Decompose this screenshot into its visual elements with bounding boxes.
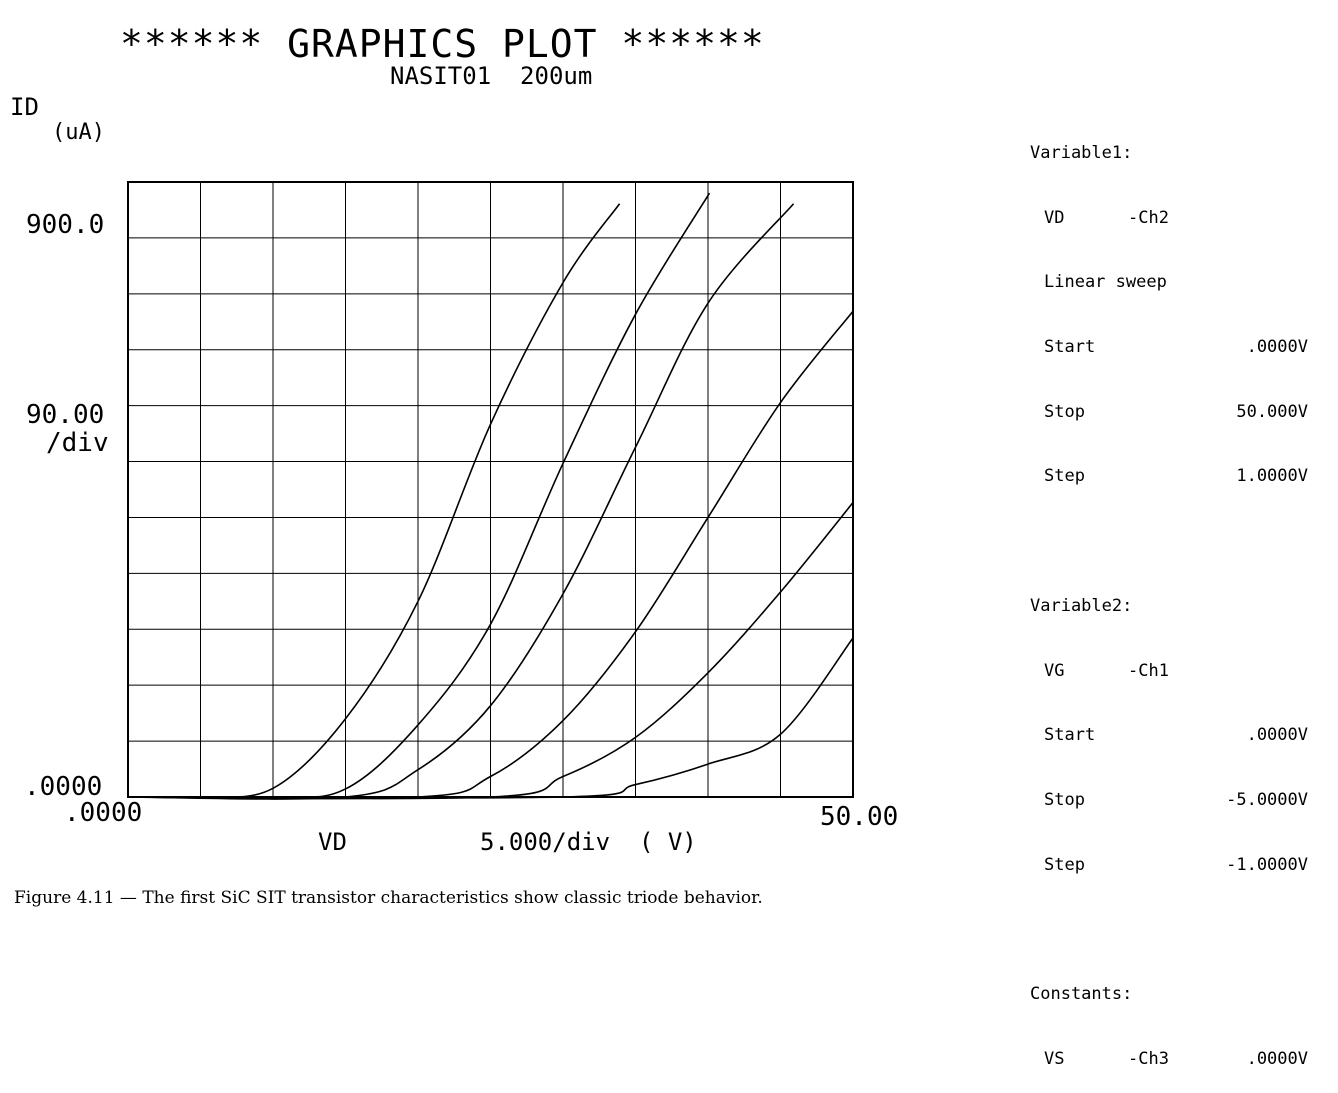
var1-start-value: .0000V xyxy=(1246,337,1308,358)
grid xyxy=(128,182,853,797)
curve-2 xyxy=(127,192,711,799)
y-tick-bottom: .0000 xyxy=(24,772,103,802)
sweep-settings-panel: Variable1: VD -Ch2 Linear sweep Start .000… xyxy=(1030,103,1320,1093)
var1-step-value: 1.0000V xyxy=(1236,466,1308,487)
chart-subtitle: NASIT01 200um xyxy=(390,62,593,90)
curves xyxy=(127,192,854,800)
var2-step-label: Step xyxy=(1044,854,1085,875)
var1-heading: Variable1: xyxy=(1030,143,1133,163)
chart-title: ****** GRAPHICS PLOT ****** xyxy=(120,22,765,66)
y-axis-unit: (uA) xyxy=(52,120,105,145)
var2-heading: Variable2: xyxy=(1030,595,1133,616)
var1-mode: Linear sweep xyxy=(1044,272,1167,293)
const-value: .0000V xyxy=(1246,1048,1308,1069)
x-tick-right: 50.00 xyxy=(820,802,899,832)
var1-stop-label: Stop xyxy=(1044,401,1085,422)
var2-stop-value: -5.0000V xyxy=(1226,789,1308,810)
var1-step-label: Step xyxy=(1044,466,1085,487)
x-tick-left: .0000 xyxy=(64,798,143,828)
var2-step-value: -1.0000V xyxy=(1226,854,1308,875)
const-name: VS xyxy=(1044,1048,1065,1069)
var1-channel: -Ch2 xyxy=(1128,207,1169,228)
const-channel: -Ch3 xyxy=(1128,1048,1169,1069)
y-axis-label: ID xyxy=(10,93,39,121)
y-div-unit: /div xyxy=(46,428,109,458)
figure-caption: Figure 4.11 — The first SiC SIT transist… xyxy=(14,888,763,908)
x-axis-label: VD xyxy=(318,828,347,856)
var2-start-label: Start xyxy=(1044,725,1096,746)
var2-start-value: .0000V xyxy=(1246,725,1308,746)
plot-area xyxy=(127,181,854,800)
var1-start-label: Start xyxy=(1044,337,1096,358)
constants-heading: Constants: xyxy=(1030,983,1133,1004)
var2-channel: -Ch1 xyxy=(1128,660,1169,681)
var1-name: VD xyxy=(1044,207,1065,228)
y-div-value: 90.00 xyxy=(26,400,105,430)
var1-stop-value: 50.000V xyxy=(1236,401,1308,422)
y-tick-top: 900.0 xyxy=(26,210,105,240)
x-div-label: 5.000/div ( V) xyxy=(480,828,697,856)
var2-name: VG xyxy=(1044,660,1065,681)
curve-3 xyxy=(127,203,795,800)
var2-stop-label: Stop xyxy=(1044,789,1085,810)
curve-6 xyxy=(127,637,854,799)
